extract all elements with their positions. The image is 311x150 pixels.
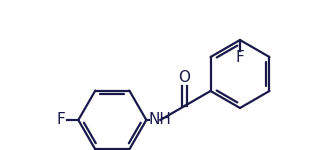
- Text: F: F: [57, 112, 66, 128]
- Text: F: F: [236, 50, 244, 64]
- Text: NH: NH: [149, 112, 172, 128]
- Text: O: O: [179, 70, 191, 86]
